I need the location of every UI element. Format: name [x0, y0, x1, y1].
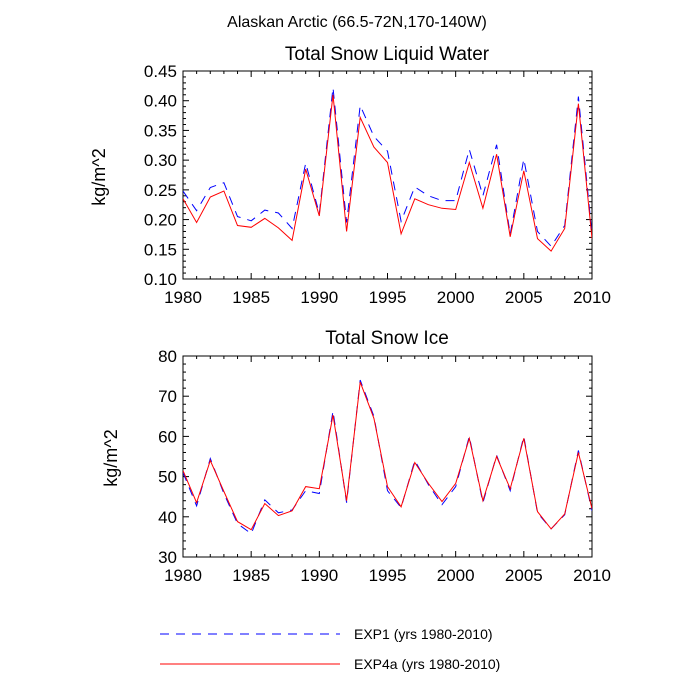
y-tick-label: 0.10 — [144, 270, 177, 289]
y-tick-label: 70 — [158, 387, 177, 406]
y-tick-label: 0.40 — [144, 92, 177, 111]
legend-exp4a-label: EXP4a (yrs 1980-2010) — [354, 656, 500, 672]
series-line-exp1 — [183, 379, 592, 535]
x-tick-label: 2010 — [573, 566, 611, 585]
x-tick-label: 1990 — [300, 566, 338, 585]
series-line-exp4a — [183, 381, 592, 531]
x-tick-label: 2010 — [573, 288, 611, 307]
y-tick-label: 0.20 — [144, 211, 177, 230]
x-tick-label: 1980 — [164, 566, 202, 585]
y-axis-label: kg/m^2 — [89, 148, 109, 205]
x-tick-label: 2000 — [437, 288, 475, 307]
panel-title: Total Snow Ice — [325, 328, 449, 349]
x-tick-label: 1990 — [300, 288, 338, 307]
legend-exp1-label: EXP1 (yrs 1980-2010) — [354, 626, 493, 642]
series-line-exp4a — [183, 94, 592, 252]
series-line-exp1 — [183, 87, 592, 248]
x-tick-label: 2000 — [437, 566, 475, 585]
legend: EXP1 (yrs 1980-2010) EXP4a (yrs 1980-201… — [160, 626, 500, 672]
y-tick-label: 50 — [158, 468, 177, 487]
y-tick-label: 60 — [158, 427, 177, 446]
panel-snow-ice: Total Snow Ice kg/m^2 1980 1985 1990 1995 20… — [101, 328, 611, 585]
y-tick-label: 0.35 — [144, 121, 177, 140]
plot-frame — [182, 70, 593, 280]
x-tick-label: 2005 — [505, 566, 543, 585]
x-tick-label: 1980 — [164, 288, 202, 307]
plot-frame — [182, 355, 593, 558]
figure-main-title: Alaskan Arctic (66.5-72N,170-140W) — [227, 14, 487, 31]
y-tick-label: 0.25 — [144, 181, 177, 200]
y-tick-label: 0.15 — [144, 240, 177, 259]
y-tick-label: 40 — [158, 508, 177, 527]
y-axis-label: kg/m^2 — [101, 429, 121, 486]
y-tick-label: 0.30 — [144, 151, 177, 170]
x-tick-label: 1985 — [232, 566, 270, 585]
y-tick-label: 30 — [158, 548, 177, 567]
x-tick-label: 1995 — [369, 288, 407, 307]
y-tick-label: 0.45 — [144, 62, 177, 81]
x-tick-label: 1985 — [232, 288, 270, 307]
y-tick-label: 80 — [158, 347, 177, 366]
x-tick-label: 1995 — [369, 566, 407, 585]
panel-snow-liquid-water: Total Snow Liquid Water kg/m^2 1980 1985 1… — [89, 44, 611, 307]
x-tick-label: 2005 — [505, 288, 543, 307]
panel-title: Total Snow Liquid Water — [285, 44, 490, 65]
